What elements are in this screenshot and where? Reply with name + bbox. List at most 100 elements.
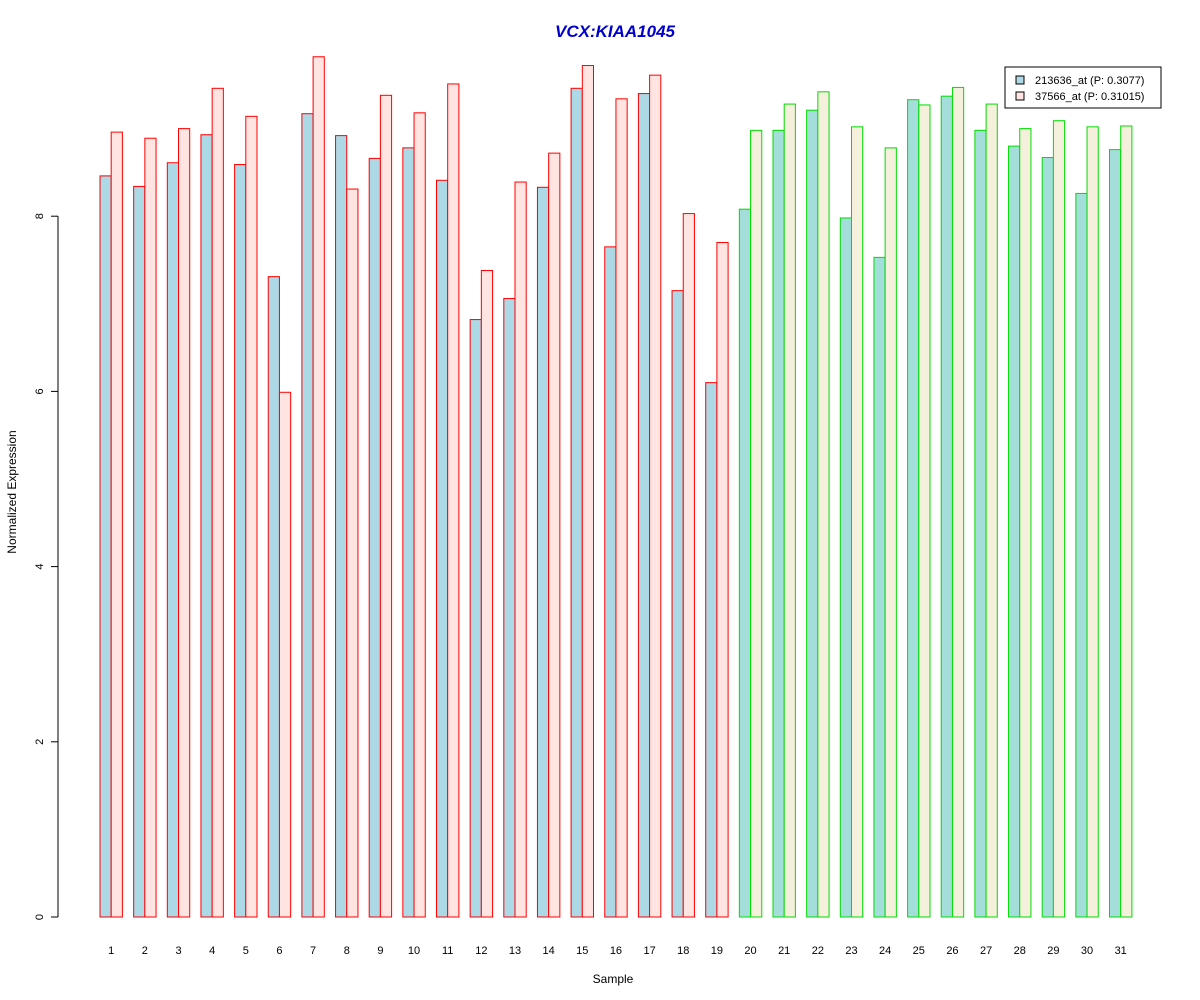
x-tick-label: 10 (408, 945, 420, 957)
bar-37566-at (851, 126, 864, 918)
legend-swatch (1015, 91, 1025, 101)
bar-213636-at (99, 175, 112, 918)
bar-213636-at (907, 99, 920, 918)
x-tick-label: 26 (946, 945, 958, 957)
x-tick-label: 24 (879, 945, 891, 957)
bar-37566-at (649, 74, 662, 918)
bar-37566-at (346, 188, 359, 918)
bar-213636-at (368, 157, 381, 918)
bar-213636-at (806, 109, 819, 918)
legend: 213636_at (P: 0.3077) 37566_at (P: 0.3101… (1004, 66, 1162, 109)
x-tick-label: 30 (1081, 945, 1093, 957)
legend-label: 37566_at (P: 0.31015) (1035, 91, 1144, 103)
bar-37566-at (951, 86, 965, 918)
y-tick-label: 0 (34, 914, 46, 920)
x-tick-label: 18 (677, 945, 689, 957)
bar-37566-at (918, 104, 931, 918)
x-tick-label: 12 (475, 945, 487, 957)
bar-213636-at (637, 93, 651, 918)
x-tick-label: 2 (142, 945, 148, 957)
y-axis-label: Normalized Expression (5, 430, 19, 553)
bar-37566-at (110, 131, 123, 918)
x-tick-label: 21 (778, 945, 790, 957)
x-tick-label: 27 (980, 945, 992, 957)
x-tick-label: 1 (108, 945, 114, 957)
bar-37566-at (884, 147, 897, 918)
y-tick-label: 4 (34, 564, 46, 570)
bar-37566-at (615, 98, 628, 918)
bar-213636-at (469, 319, 482, 918)
x-tick-label: 22 (812, 945, 824, 957)
bar-37566-at (548, 152, 561, 918)
legend-swatch (1015, 75, 1025, 85)
x-tick-label: 19 (711, 945, 723, 957)
x-tick-label: 28 (1014, 945, 1026, 957)
bar-213636-at (335, 135, 348, 918)
bar-213636-at (772, 129, 785, 918)
bar-37566-at (379, 94, 393, 918)
x-tick-label: 14 (543, 945, 555, 957)
x-tick-label: 7 (310, 945, 316, 957)
y-tick-label: 2 (34, 739, 46, 745)
bar-213636-at (1008, 145, 1021, 918)
x-tick-label: 15 (576, 945, 588, 957)
bar-37566-at (211, 87, 224, 918)
bar-213636-at (402, 147, 415, 918)
bar-213636-at (301, 113, 314, 918)
bar-213636-at (234, 164, 247, 918)
y-tick-label: 6 (34, 388, 46, 394)
bar-37566-at (245, 115, 258, 918)
bar-213636-at (1075, 192, 1088, 918)
bar-213636-at (570, 87, 583, 918)
x-tick-label: 20 (744, 945, 756, 957)
x-tick-label: 8 (344, 945, 350, 957)
bar-37566-at (1086, 126, 1099, 918)
x-tick-label: 11 (442, 945, 453, 957)
bar-37566-at (514, 181, 527, 918)
y-tick-label: 8 (34, 213, 46, 219)
x-tick-label: 9 (377, 945, 383, 957)
x-tick-label: 17 (643, 945, 655, 957)
bar-213636-at (974, 129, 987, 918)
bar-37566-at (413, 112, 426, 918)
bar-37566-at (750, 129, 763, 918)
bar-37566-at (1052, 120, 1066, 918)
bar-37566-at (985, 103, 998, 918)
bar-213636-at (671, 290, 684, 918)
x-tick-label: 4 (209, 945, 215, 957)
bar-37566-at (278, 391, 292, 918)
bar-213636-at (536, 186, 550, 918)
bar-213636-at (839, 217, 852, 918)
bar-213636-at (166, 162, 180, 918)
x-tick-label: 16 (610, 945, 622, 957)
bar-37566-at (312, 56, 325, 918)
bar-213636-at (604, 246, 617, 918)
bar-37566-at (447, 83, 460, 918)
bar-213636-at (873, 256, 886, 918)
legend-label: 213636_at (P: 0.3077) (1035, 75, 1144, 87)
bar-37566-at (581, 65, 594, 918)
y-axis: 0 2 4 6 8 (34, 213, 59, 920)
bar-37566-at (716, 241, 729, 918)
chart-title: VCX:KIAA1045 (555, 22, 676, 41)
bar-37566-at (1019, 128, 1032, 918)
bar-213636-at (133, 185, 146, 918)
bar-213636-at (200, 134, 213, 918)
bar-37566-at (783, 103, 796, 918)
x-tick-label: 23 (845, 945, 857, 957)
x-tick-label: 29 (1047, 945, 1059, 957)
bar-37566-at (682, 213, 695, 918)
bar-213636-at (1109, 149, 1122, 918)
bar-213636-at (436, 179, 449, 918)
bars-group (99, 56, 1133, 918)
bar-213636-at (705, 382, 718, 918)
x-tick-label: 31 (1115, 945, 1127, 957)
bar-213636-at (1041, 157, 1054, 918)
x-tick-label: 5 (243, 945, 249, 957)
bar-37566-at (178, 128, 191, 918)
x-tick-label: 25 (913, 945, 925, 957)
x-tick-label: 13 (509, 945, 521, 957)
bar-37566-at (1120, 125, 1133, 918)
bar-213636-at (738, 208, 752, 918)
